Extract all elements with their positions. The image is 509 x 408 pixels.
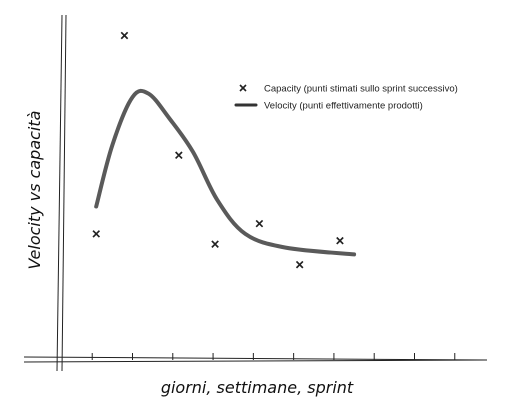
capacity-point-0 bbox=[92, 230, 101, 238]
x-axis bbox=[23, 356, 488, 361]
axes bbox=[23, 14, 488, 372]
y-axis bbox=[56, 14, 63, 372]
capacity-point-6 bbox=[336, 236, 344, 245]
legend-label-velocity: Velocity (punti effettivamente prodotti) bbox=[264, 101, 423, 112]
velocity-line bbox=[94, 88, 357, 257]
y-axis-sketch-stroke bbox=[61, 14, 67, 372]
x-axis-sketch-stroke bbox=[23, 359, 488, 363]
capacity-point-5 bbox=[295, 260, 304, 269]
legend-label-capacity: Capacity (punti stimati sullo sprint suc… bbox=[264, 84, 458, 95]
capacity-point-3 bbox=[211, 240, 219, 248]
capacity-point-2 bbox=[175, 151, 183, 160]
y-axis-label: Velocity vs capacità bbox=[25, 111, 44, 270]
capacity-point-4 bbox=[255, 219, 264, 228]
x-ticks bbox=[91, 353, 456, 360]
legend-marker-capacity bbox=[239, 84, 247, 92]
x-axis-label: giorni, settimane, sprint bbox=[161, 378, 354, 397]
capacity-series bbox=[92, 31, 344, 269]
legend: Capacity (punti stimati sullo sprint suc… bbox=[234, 84, 458, 112]
velocity-series bbox=[94, 88, 357, 257]
capacity-point-1 bbox=[120, 31, 129, 40]
